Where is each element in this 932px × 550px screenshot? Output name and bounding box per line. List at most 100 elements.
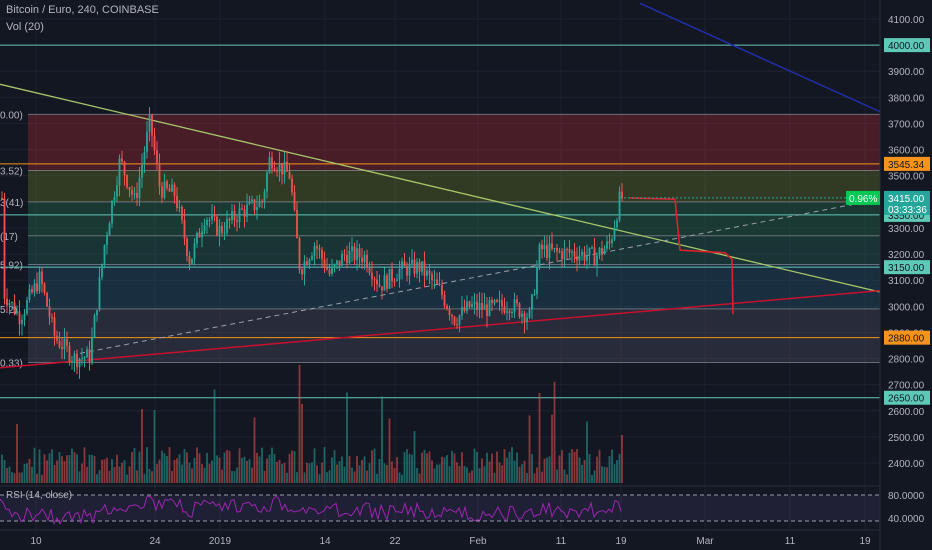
volume-bar: [241, 457, 243, 483]
price-tick-label: 3000.00: [888, 302, 925, 313]
volume-bar: [116, 454, 118, 483]
candle-body: [193, 243, 196, 259]
volume-bar: [356, 455, 358, 483]
volume-bar: [221, 469, 223, 483]
candle-body: [453, 316, 456, 325]
candle-body: [171, 184, 173, 192]
volume-bar: [143, 473, 146, 483]
candle-body: [418, 262, 421, 272]
volume-bar: [573, 451, 576, 483]
volume-bars: [1, 365, 623, 483]
volume-bar: [171, 471, 173, 483]
candle-body: [371, 272, 373, 280]
projected-path: [629, 197, 734, 315]
candle-body: [151, 114, 153, 136]
candle-body: [586, 255, 588, 261]
candle-body: [248, 201, 251, 205]
price-tick-label: 3200.00: [888, 250, 925, 261]
volume-bar: [418, 473, 421, 483]
candle-body: [471, 304, 473, 308]
candle-body: [366, 254, 368, 268]
candle-body: [61, 347, 63, 350]
candle-body: [313, 246, 316, 256]
candle-body: [226, 218, 228, 233]
volume-bar: [591, 474, 593, 483]
volume-bar: [158, 459, 161, 483]
candle-body: [556, 247, 558, 252]
volume-bar: [83, 447, 86, 483]
candle-body: [203, 225, 206, 232]
volume-bar: [78, 471, 81, 483]
price-change-bg: [846, 190, 880, 205]
volume-bar: [146, 447, 148, 483]
candle-body: [148, 114, 151, 132]
candle-body: [66, 339, 68, 346]
volume-bar: [8, 466, 11, 483]
candle-body: [326, 267, 328, 270]
volume-bar: [578, 457, 581, 483]
volume-bar: [63, 461, 66, 483]
price-tick-label: 2700.00: [888, 381, 925, 392]
candle-body: [143, 152, 146, 165]
candle-body: [306, 261, 308, 266]
volume-bar: [123, 460, 126, 483]
candle-body: [123, 161, 126, 176]
candle-body: [178, 206, 181, 208]
candle-body: [448, 308, 451, 315]
candle-body: [411, 259, 413, 264]
volume-bar: [621, 435, 623, 483]
candle-body: [106, 235, 108, 246]
candle-body: [456, 324, 458, 326]
fib-level-label: 3(41): [0, 198, 23, 209]
candle-body: [348, 250, 351, 264]
candle-body: [188, 255, 191, 265]
candle-body: [408, 263, 411, 276]
candle-body: [213, 215, 216, 217]
candle-body: [583, 251, 586, 261]
volume-bar: [463, 466, 466, 483]
candle-body: [18, 311, 21, 325]
candle-body: [378, 284, 381, 287]
volume-bar: [203, 467, 206, 483]
volume-bar: [173, 459, 176, 483]
volume-bar: [136, 470, 138, 483]
volume-bar: [76, 454, 78, 483]
volume-bar: [11, 472, 13, 483]
countdown-label: 03:33:36: [888, 205, 927, 216]
candle-body: [413, 259, 416, 274]
volume-bar: [441, 456, 443, 483]
candle-body: [108, 223, 111, 236]
volume-bar: [343, 466, 346, 483]
volume-bar: [236, 467, 238, 483]
candle-body: [613, 227, 616, 240]
volume-bar: [316, 465, 318, 483]
candle-body: [308, 259, 311, 266]
volume-bar: [96, 474, 98, 483]
volume-bar: [611, 449, 613, 483]
volume-bar: [446, 455, 448, 483]
candle-body: [173, 184, 176, 196]
volume-bar: [106, 457, 108, 483]
candle-body: [261, 200, 263, 203]
volume-bar: [313, 448, 316, 483]
volume-bar: [546, 457, 548, 483]
volume-bar: [528, 415, 531, 483]
price-change-label: 0.96%: [849, 194, 877, 205]
candle-body: [96, 309, 98, 316]
volume-bar: [318, 474, 321, 483]
candle-body: [211, 215, 213, 220]
volume-bar: [1, 454, 3, 483]
candle-body: [503, 306, 506, 313]
volume-bar: [331, 457, 333, 483]
fib-zone: [28, 264, 880, 309]
volume-bar: [228, 450, 231, 483]
volume-bar: [21, 472, 23, 483]
volume-bar: [436, 464, 438, 483]
volume-bar: [478, 468, 481, 483]
candle-body: [588, 247, 591, 256]
candle-body: [351, 246, 353, 251]
volume-bar: [373, 448, 376, 483]
volume-bar: [186, 452, 188, 483]
blue-trendline: [639, 2, 881, 113]
